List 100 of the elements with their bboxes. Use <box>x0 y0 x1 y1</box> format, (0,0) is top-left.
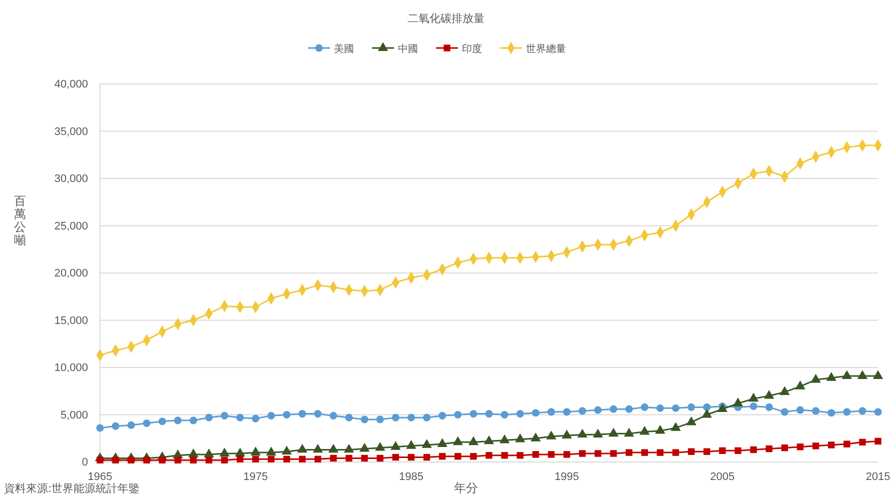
y-tick-label: 30,000 <box>54 173 88 186</box>
point <box>330 454 337 462</box>
point <box>454 410 462 419</box>
point <box>516 410 524 418</box>
x-axis-title: 年分 <box>454 481 478 495</box>
point <box>250 446 261 456</box>
point <box>640 403 648 411</box>
point <box>127 421 135 429</box>
point <box>220 412 228 420</box>
point <box>764 390 774 399</box>
point <box>656 449 664 456</box>
point <box>672 404 680 412</box>
point <box>283 456 290 463</box>
point <box>842 370 852 379</box>
point <box>345 414 353 422</box>
point <box>158 418 166 426</box>
point <box>392 454 399 461</box>
y-tick-label: 40,000 <box>54 78 88 91</box>
point <box>423 454 430 461</box>
legend-label: 印度 <box>462 43 482 55</box>
point <box>328 444 338 453</box>
point <box>592 428 604 438</box>
point <box>781 444 788 452</box>
point <box>219 448 230 456</box>
point <box>810 374 821 383</box>
chart-title: 二氧化碳排放量 <box>408 12 484 25</box>
point <box>190 456 197 464</box>
point <box>703 448 710 455</box>
y-axis-title: 百萬公噸 <box>14 194 26 247</box>
point <box>268 456 275 463</box>
point <box>828 409 836 417</box>
point <box>468 436 479 446</box>
point <box>874 408 882 416</box>
point <box>112 422 120 430</box>
point <box>205 414 213 422</box>
y-tick-label: 20,000 <box>54 268 88 280</box>
y-tick-label: 35,000 <box>54 126 88 138</box>
point <box>314 456 322 463</box>
point <box>392 414 400 422</box>
x-tick-label: 2015 <box>866 470 890 483</box>
point <box>624 428 634 437</box>
point <box>266 446 276 456</box>
point <box>563 408 571 416</box>
point <box>780 386 790 396</box>
point <box>874 438 882 445</box>
point <box>452 436 463 446</box>
x-tick-label: 1985 <box>398 470 424 483</box>
x-tick-label: 1965 <box>88 470 112 483</box>
point <box>437 438 448 447</box>
point <box>143 456 150 464</box>
x-tick-label: 1975 <box>243 470 268 483</box>
point <box>361 454 368 462</box>
point <box>376 416 384 424</box>
x-tick-label: 2005 <box>710 470 735 483</box>
point <box>548 451 555 458</box>
point <box>438 412 446 420</box>
point <box>640 426 650 435</box>
point <box>344 444 354 453</box>
point <box>484 435 494 444</box>
point <box>547 408 556 416</box>
point <box>470 452 477 460</box>
point <box>422 439 432 448</box>
point <box>501 452 508 459</box>
point <box>577 428 588 438</box>
point <box>579 450 586 457</box>
point <box>563 451 570 458</box>
point <box>688 448 695 455</box>
point <box>530 432 541 442</box>
point <box>625 405 633 413</box>
point <box>454 452 462 460</box>
point <box>314 410 322 418</box>
point <box>282 410 291 419</box>
point <box>515 433 526 442</box>
point <box>641 449 648 456</box>
point <box>267 412 275 420</box>
point <box>188 448 198 458</box>
point <box>546 430 556 440</box>
point <box>872 370 884 379</box>
point <box>844 440 850 448</box>
point <box>236 414 244 422</box>
point <box>610 450 617 457</box>
point <box>719 447 726 454</box>
point <box>174 416 182 424</box>
point <box>142 419 150 428</box>
point <box>780 408 788 416</box>
point <box>96 424 104 432</box>
point <box>608 428 619 437</box>
point <box>359 442 370 452</box>
point <box>656 404 664 412</box>
point <box>500 410 508 419</box>
point <box>578 407 586 415</box>
legend-label: 世界總量 <box>526 43 566 55</box>
y-tick-label: 5,000 <box>60 409 88 422</box>
point <box>734 447 742 454</box>
point <box>670 422 681 431</box>
point <box>562 430 572 438</box>
point <box>390 440 401 450</box>
point <box>828 442 835 448</box>
point <box>702 408 712 418</box>
point <box>174 456 182 464</box>
